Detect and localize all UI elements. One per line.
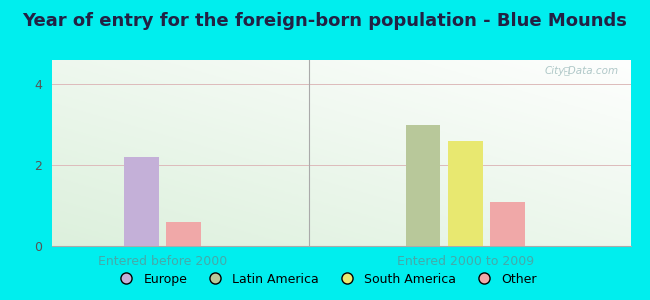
Bar (490, 202, 525, 246)
Bar (448, 141, 483, 246)
Bar (166, 222, 201, 246)
Legend: Europe, Latin America, South America, Other: Europe, Latin America, South America, Ot… (109, 268, 541, 291)
Bar (124, 157, 159, 246)
Text: ⓘ: ⓘ (564, 66, 570, 76)
Bar (406, 125, 441, 246)
Text: City-Data.com: City-Data.com (545, 66, 619, 76)
Text: Year of entry for the foreign-born population - Blue Mounds: Year of entry for the foreign-born popul… (23, 12, 627, 30)
